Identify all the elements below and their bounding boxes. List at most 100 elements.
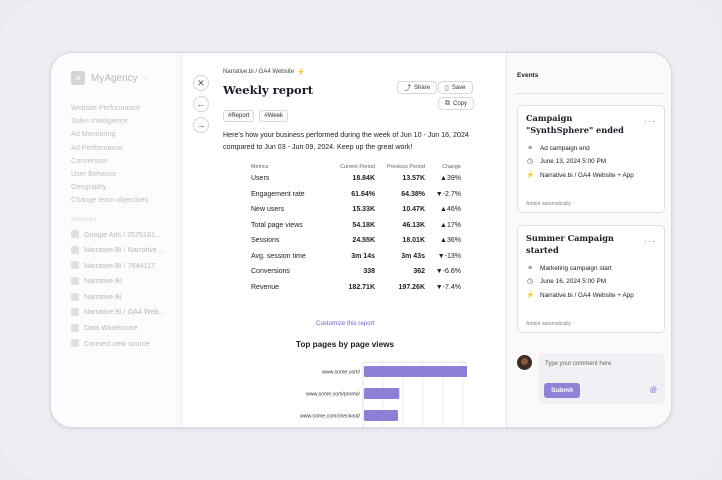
trend-down-icon: ▼ (435, 190, 443, 198)
source-icon (71, 277, 79, 286)
current-value: 24.55K (352, 237, 375, 245)
change-value: ▲17% (425, 218, 461, 234)
source-item[interactable]: Narrative.Bi / Narrative ... (71, 242, 183, 258)
close-icon[interactable]: ✕ (193, 75, 209, 91)
sidebar-item-geography[interactable]: Geography (71, 182, 107, 192)
arrow-left-icon[interactable]: ← (193, 96, 209, 112)
app-window: ✕ MyAgency · Website Performance Sales I… (50, 52, 672, 428)
share-label: Share (414, 84, 431, 91)
tag-report[interactable]: #Report (223, 110, 255, 122)
sidebar-item-ad-monitoring[interactable]: Ad Monitoring (71, 129, 116, 139)
plus-icon (71, 339, 79, 348)
trend-down-icon: ▼ (435, 268, 443, 276)
event-date: June 16, 2024 5:00 PM (540, 278, 607, 285)
sidebar-item-user-behavior[interactable]: User Behavior (71, 168, 117, 178)
copy-label: Copy (453, 100, 468, 107)
connect-source-link[interactable]: Connect new source (71, 336, 183, 352)
table-row: Total page views 54.18K 46.13K ▲17% (251, 218, 461, 234)
event-source-row: ⚡ Narrative.bi / GA4 Website + App (526, 291, 651, 301)
clock-icon: ◷ (526, 278, 534, 285)
source-label: Data Warehouse (84, 323, 138, 333)
chevron-down-icon: · (143, 72, 148, 84)
current-value: 15.33K (352, 206, 375, 214)
metric-name: Sessions (251, 237, 280, 245)
table-row: Users 18.84K 13.57K ▲39% (251, 171, 461, 187)
share-icon: ⤴ (404, 84, 411, 92)
arrow-right-icon[interactable]: → (193, 117, 209, 133)
more-dots-icon[interactable]: ··· (644, 116, 656, 126)
source-label: Narrative.Bi (84, 291, 122, 301)
previous-value: 197.26K (398, 283, 425, 291)
clock-icon: ◷ (526, 158, 534, 165)
customize-report-link[interactable]: Customize this report (316, 320, 375, 327)
bookmark-icon: ▯ (445, 84, 449, 92)
brand-name: MyAgency (91, 72, 138, 84)
brand[interactable]: ✕ MyAgency · (71, 71, 183, 85)
source-item[interactable]: Narrative.Bi / GA4 Web... (71, 304, 183, 320)
report-panel: ✕ ← → Narrative.bi / GA4 Website ⚡ Weekl… (183, 53, 507, 427)
event-card[interactable]: Summer Campaign started ··· ≡ Marketing … (517, 225, 665, 333)
table-header-row: Metrics Current Period Previous Period C… (251, 162, 461, 171)
brand-logo-icon: ✕ (71, 71, 85, 85)
event-date: June 13, 2024 5:00 PM (540, 158, 607, 165)
metric-name: Engagement rate (251, 190, 305, 198)
sidebar-item-sales-intelligence[interactable]: Sales Intelligence (71, 116, 128, 126)
list-icon: ≡ (527, 265, 533, 272)
page-title: Weekly report (223, 83, 314, 97)
events-panel: Events Campaign "SynthSphere" ended ··· … (507, 53, 671, 427)
change-value: ▲36% (425, 233, 461, 249)
source-icon (71, 261, 79, 270)
more-dots-icon[interactable]: ··· (644, 236, 656, 246)
previous-value: 10.47K (402, 206, 425, 214)
event-card[interactable]: Campaign "SynthSphere" ended ··· ≡ Ad ca… (517, 105, 665, 213)
save-button[interactable]: ▯ Save (438, 81, 473, 94)
metric-name: Revenue (251, 283, 280, 291)
source-item[interactable]: Narrative.Bi / 7644117 (71, 258, 183, 274)
event-source-row: ⚡ Narrative.bi / GA4 Website + App (526, 171, 651, 181)
sidebar-item-conversion[interactable]: Conversion (71, 155, 108, 165)
event-source: Narrative.bi / GA4 Website + App (540, 172, 634, 179)
tag-week[interactable]: #Week (259, 110, 288, 122)
event-source: Narrative.bi / GA4 Website + App (540, 292, 634, 299)
source-label: Narrative.BI (84, 276, 122, 286)
sidebar-item-change-objectives[interactable]: Change team objectives (71, 195, 149, 205)
category-label: www.some.com/checkout/ (300, 414, 361, 420)
sidebar: ✕ MyAgency · Website Performance Sales I… (51, 53, 183, 427)
spark-icon: ⚡ (296, 69, 306, 76)
metric-name: Conversions (251, 268, 290, 276)
sidebar-item-website-performance[interactable]: Website Performance (71, 103, 140, 112)
copy-button[interactable]: ⧉ Copy (438, 97, 475, 110)
event-title: Campaign "SynthSphere" ended (526, 113, 624, 135)
breadcrumb[interactable]: Narrative.bi / GA4 Website ⚡ (223, 68, 306, 76)
change-text: -6.6% (442, 268, 461, 276)
category-label: www.some.com/promo/ (306, 392, 360, 398)
event-type-row: ≡ Marketing campaign start (526, 264, 612, 274)
divider (515, 93, 663, 94)
column-header: Current Period (339, 163, 375, 170)
source-item[interactable]: Google Ads / 2575161... (71, 227, 183, 243)
share-button[interactable]: ⤴ Share (397, 81, 438, 94)
event-type: Marketing campaign start (540, 265, 612, 272)
submit-button[interactable]: Submit (544, 383, 580, 398)
report-intro: Here's how your business performed durin… (223, 131, 469, 151)
source-item[interactable]: Narrative.BI (71, 273, 183, 289)
at-icon[interactable]: @ (649, 387, 657, 394)
source-icon (71, 308, 79, 317)
event-date-row: ◷ June 16, 2024 5:00 PM (526, 277, 606, 287)
change-value: ▲39% (425, 171, 461, 187)
column-header: Metrics (251, 163, 269, 170)
change-text: 36% (446, 237, 461, 245)
google-ads-icon (71, 230, 79, 239)
source-label: Narrative.Bi / Narrative ... (84, 245, 165, 255)
trend-down-icon: ▼ (437, 252, 445, 260)
source-item[interactable]: Narrative.Bi (71, 289, 183, 305)
comment-input[interactable]: Type your comment here (545, 361, 612, 367)
bar (364, 388, 400, 399)
change-text: 46% (446, 206, 461, 214)
source-item[interactable]: Data Warehouse (71, 320, 183, 336)
change-text: -7.4% (442, 283, 461, 291)
comment-box[interactable]: Type your comment here Submit @ (538, 353, 665, 404)
sidebar-item-ad-performance[interactable]: Ad Performance (71, 142, 123, 152)
table-row: Revenue 182.71K 197.26K ▼-7.4% (251, 280, 461, 296)
avatar (517, 355, 532, 370)
